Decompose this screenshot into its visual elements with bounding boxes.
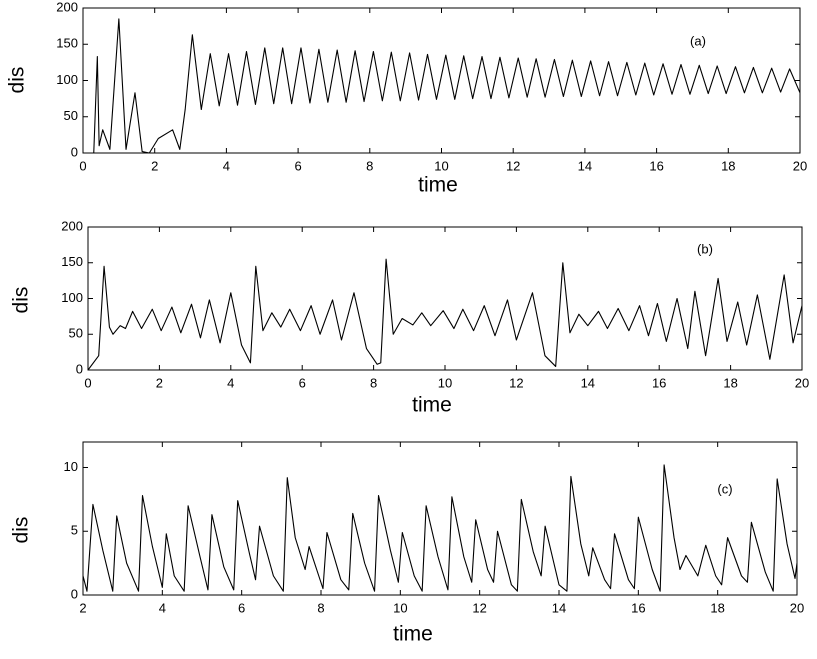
- x-tick-label: 8: [370, 375, 377, 390]
- x-tick-label: 12: [509, 375, 523, 390]
- x-tick-label: 2: [79, 600, 86, 615]
- x-axis-label: time: [412, 394, 452, 417]
- x-tick-label: 18: [710, 600, 724, 615]
- line-series: [83, 18, 801, 154]
- y-tick-label: 100: [56, 72, 78, 87]
- x-tick-label: 20: [790, 600, 804, 615]
- x-axis-label: time: [393, 623, 433, 646]
- x-tick-label: 14: [552, 600, 566, 615]
- x-tick-label: 4: [159, 600, 166, 615]
- y-axis-label: dis: [10, 287, 33, 314]
- x-tick-label: 8: [317, 600, 324, 615]
- x-tick-label: 4: [223, 158, 230, 173]
- y-axis-label: dis: [6, 67, 29, 94]
- x-tick-label: 10: [434, 158, 448, 173]
- x-axis-label: time: [418, 174, 458, 197]
- x-tick-label: 6: [238, 600, 245, 615]
- x-tick-label: 20: [795, 375, 809, 390]
- x-tick-label: 4: [227, 375, 234, 390]
- x-tick-label: 10: [393, 600, 407, 615]
- line-series: [82, 464, 798, 592]
- y-tick-label: 50: [69, 326, 83, 341]
- annotation: (b): [697, 241, 713, 256]
- x-tick-label: 0: [79, 158, 86, 173]
- x-tick-label: 6: [294, 158, 301, 173]
- plot-frame: [82, 441, 798, 596]
- y-tick-label: 150: [56, 36, 78, 51]
- plot-frame: [87, 226, 803, 371]
- y-tick-label: 0: [71, 144, 78, 159]
- annotation: (a): [690, 33, 706, 48]
- y-tick-label: 200: [61, 218, 83, 233]
- x-tick-label: 6: [299, 375, 306, 390]
- x-tick-label: 16: [631, 600, 645, 615]
- x-tick-label: 16: [652, 375, 666, 390]
- line-series: [87, 258, 803, 371]
- y-tick-label: 100: [61, 290, 83, 305]
- x-tick-label: 14: [581, 375, 595, 390]
- y-tick-label: 0: [71, 586, 78, 601]
- x-tick-label: 14: [578, 158, 592, 173]
- x-tick-label: 2: [156, 375, 163, 390]
- x-tick-label: 16: [649, 158, 663, 173]
- y-tick-label: 200: [56, 0, 78, 14]
- annotation: (c): [717, 481, 732, 496]
- y-tick-label: 10: [64, 459, 78, 474]
- y-tick-label: 0: [76, 361, 83, 376]
- x-tick-label: 20: [793, 158, 807, 173]
- plot-frame: [82, 7, 801, 154]
- y-tick-label: 50: [64, 108, 78, 123]
- x-tick-label: 2: [151, 158, 158, 173]
- y-axis-label: dis: [10, 517, 33, 544]
- x-tick-label: 8: [366, 158, 373, 173]
- y-tick-label: 150: [61, 254, 83, 269]
- x-tick-label: 12: [506, 158, 520, 173]
- x-tick-label: 12: [472, 600, 486, 615]
- x-tick-label: 18: [723, 375, 737, 390]
- x-tick-label: 10: [438, 375, 452, 390]
- y-tick-label: 5: [71, 523, 78, 538]
- x-tick-label: 0: [84, 375, 91, 390]
- x-tick-label: 18: [721, 158, 735, 173]
